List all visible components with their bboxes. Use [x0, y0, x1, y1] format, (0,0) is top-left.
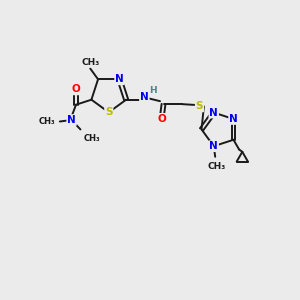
Text: S: S	[105, 107, 112, 117]
Text: CH₃: CH₃	[83, 134, 100, 143]
Text: CH₃: CH₃	[38, 117, 55, 126]
Text: O: O	[72, 84, 80, 94]
Text: O: O	[158, 114, 167, 124]
Text: N: N	[229, 114, 238, 124]
Text: H: H	[149, 86, 157, 95]
Text: N: N	[67, 115, 76, 125]
Text: CH₃: CH₃	[81, 58, 99, 67]
Text: N: N	[209, 108, 218, 118]
Text: N: N	[209, 141, 218, 151]
Text: S: S	[196, 101, 203, 112]
Text: N: N	[140, 92, 149, 102]
Text: CH₃: CH₃	[208, 162, 226, 171]
Text: N: N	[115, 74, 124, 84]
